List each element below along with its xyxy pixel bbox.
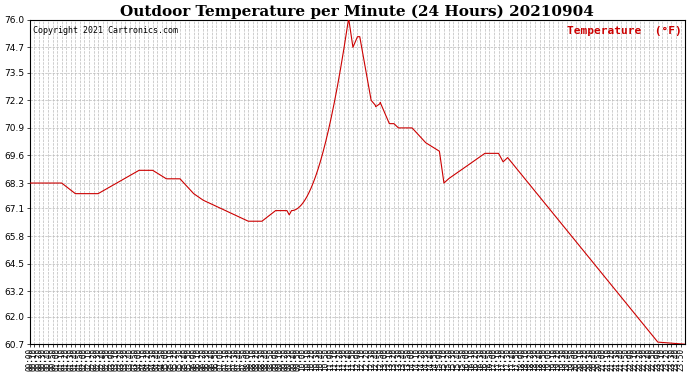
Title: Outdoor Temperature per Minute (24 Hours) 20210904: Outdoor Temperature per Minute (24 Hours…: [120, 4, 594, 18]
Text: Copyright 2021 Cartronics.com: Copyright 2021 Cartronics.com: [33, 26, 178, 35]
Text: Temperature  (°F): Temperature (°F): [566, 26, 682, 36]
